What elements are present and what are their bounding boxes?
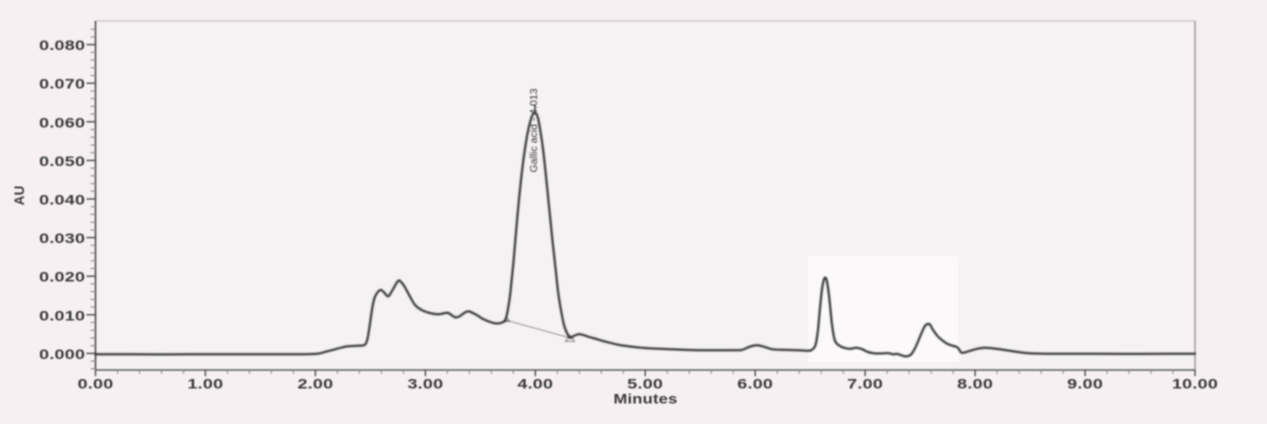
svg-text:AU: AU bbox=[12, 185, 27, 205]
svg-text:0.010: 0.010 bbox=[39, 308, 85, 324]
svg-text:0.080: 0.080 bbox=[39, 38, 85, 54]
svg-text:Minutes: Minutes bbox=[613, 392, 677, 408]
svg-text:0.070: 0.070 bbox=[39, 77, 85, 93]
svg-text:9.00: 9.00 bbox=[1067, 376, 1103, 392]
svg-text:0.020: 0.020 bbox=[39, 270, 85, 286]
svg-text:0.050: 0.050 bbox=[39, 154, 85, 170]
svg-text:0.060: 0.060 bbox=[39, 115, 85, 131]
svg-text:8.00: 8.00 bbox=[957, 376, 993, 392]
svg-text:6.00: 6.00 bbox=[737, 376, 773, 392]
svg-text:0.030: 0.030 bbox=[39, 231, 85, 247]
svg-text:5.00: 5.00 bbox=[627, 376, 663, 392]
svg-text:Gallic acid - 4.013: Gallic acid - 4.013 bbox=[528, 88, 540, 172]
svg-text:7.00: 7.00 bbox=[847, 376, 883, 392]
svg-text:3.00: 3.00 bbox=[407, 376, 443, 392]
svg-text:0.000: 0.000 bbox=[39, 347, 85, 363]
svg-text:1.00: 1.00 bbox=[187, 376, 223, 392]
svg-text:0.040: 0.040 bbox=[39, 192, 85, 208]
svg-text:2.00: 2.00 bbox=[297, 376, 333, 392]
svg-text:10.00: 10.00 bbox=[1172, 376, 1218, 392]
svg-text:4.00: 4.00 bbox=[517, 376, 553, 392]
svg-text:0.00: 0.00 bbox=[78, 376, 114, 392]
